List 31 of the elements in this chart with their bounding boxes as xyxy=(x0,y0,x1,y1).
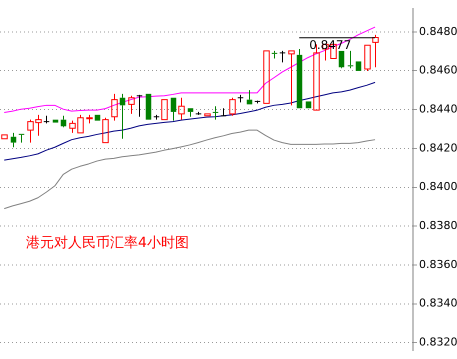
candlestick xyxy=(170,98,176,122)
y-tick-label: 0.8440 xyxy=(419,102,457,116)
candlestick xyxy=(136,95,143,118)
y-tick-label: 0.8360 xyxy=(419,258,457,271)
y-tick-label: 0.8340 xyxy=(419,296,457,310)
candlestick xyxy=(348,50,354,69)
y-tick-label: 0.8460 xyxy=(419,64,457,77)
candlestick xyxy=(35,114,42,136)
candlestick xyxy=(220,108,227,116)
candlestick xyxy=(246,90,252,104)
candlestick xyxy=(188,108,194,118)
candlestick xyxy=(128,95,135,114)
candlestick xyxy=(288,50,295,106)
candlestick xyxy=(296,48,302,108)
candlestick xyxy=(212,106,218,120)
y-tick-label: 0.8480 xyxy=(419,24,457,38)
candlestick xyxy=(178,97,185,120)
y-tick-label: 0.8380 xyxy=(419,218,457,232)
candlestick xyxy=(279,50,286,63)
candlestick xyxy=(372,34,379,68)
y-tick-label: 0.8420 xyxy=(419,141,457,154)
candlestick xyxy=(111,93,118,122)
candlestick xyxy=(120,93,126,140)
candlestick xyxy=(18,134,24,144)
candlestick xyxy=(27,119,34,144)
y-tick-label: 0.8320 xyxy=(419,335,457,348)
annotation: 港元对人民币汇率4小时图 xyxy=(26,234,189,252)
candlestick xyxy=(272,50,278,60)
candlestick xyxy=(60,115,66,128)
candlestick xyxy=(69,120,76,134)
y-tick-label: 0.8400 xyxy=(419,180,457,194)
